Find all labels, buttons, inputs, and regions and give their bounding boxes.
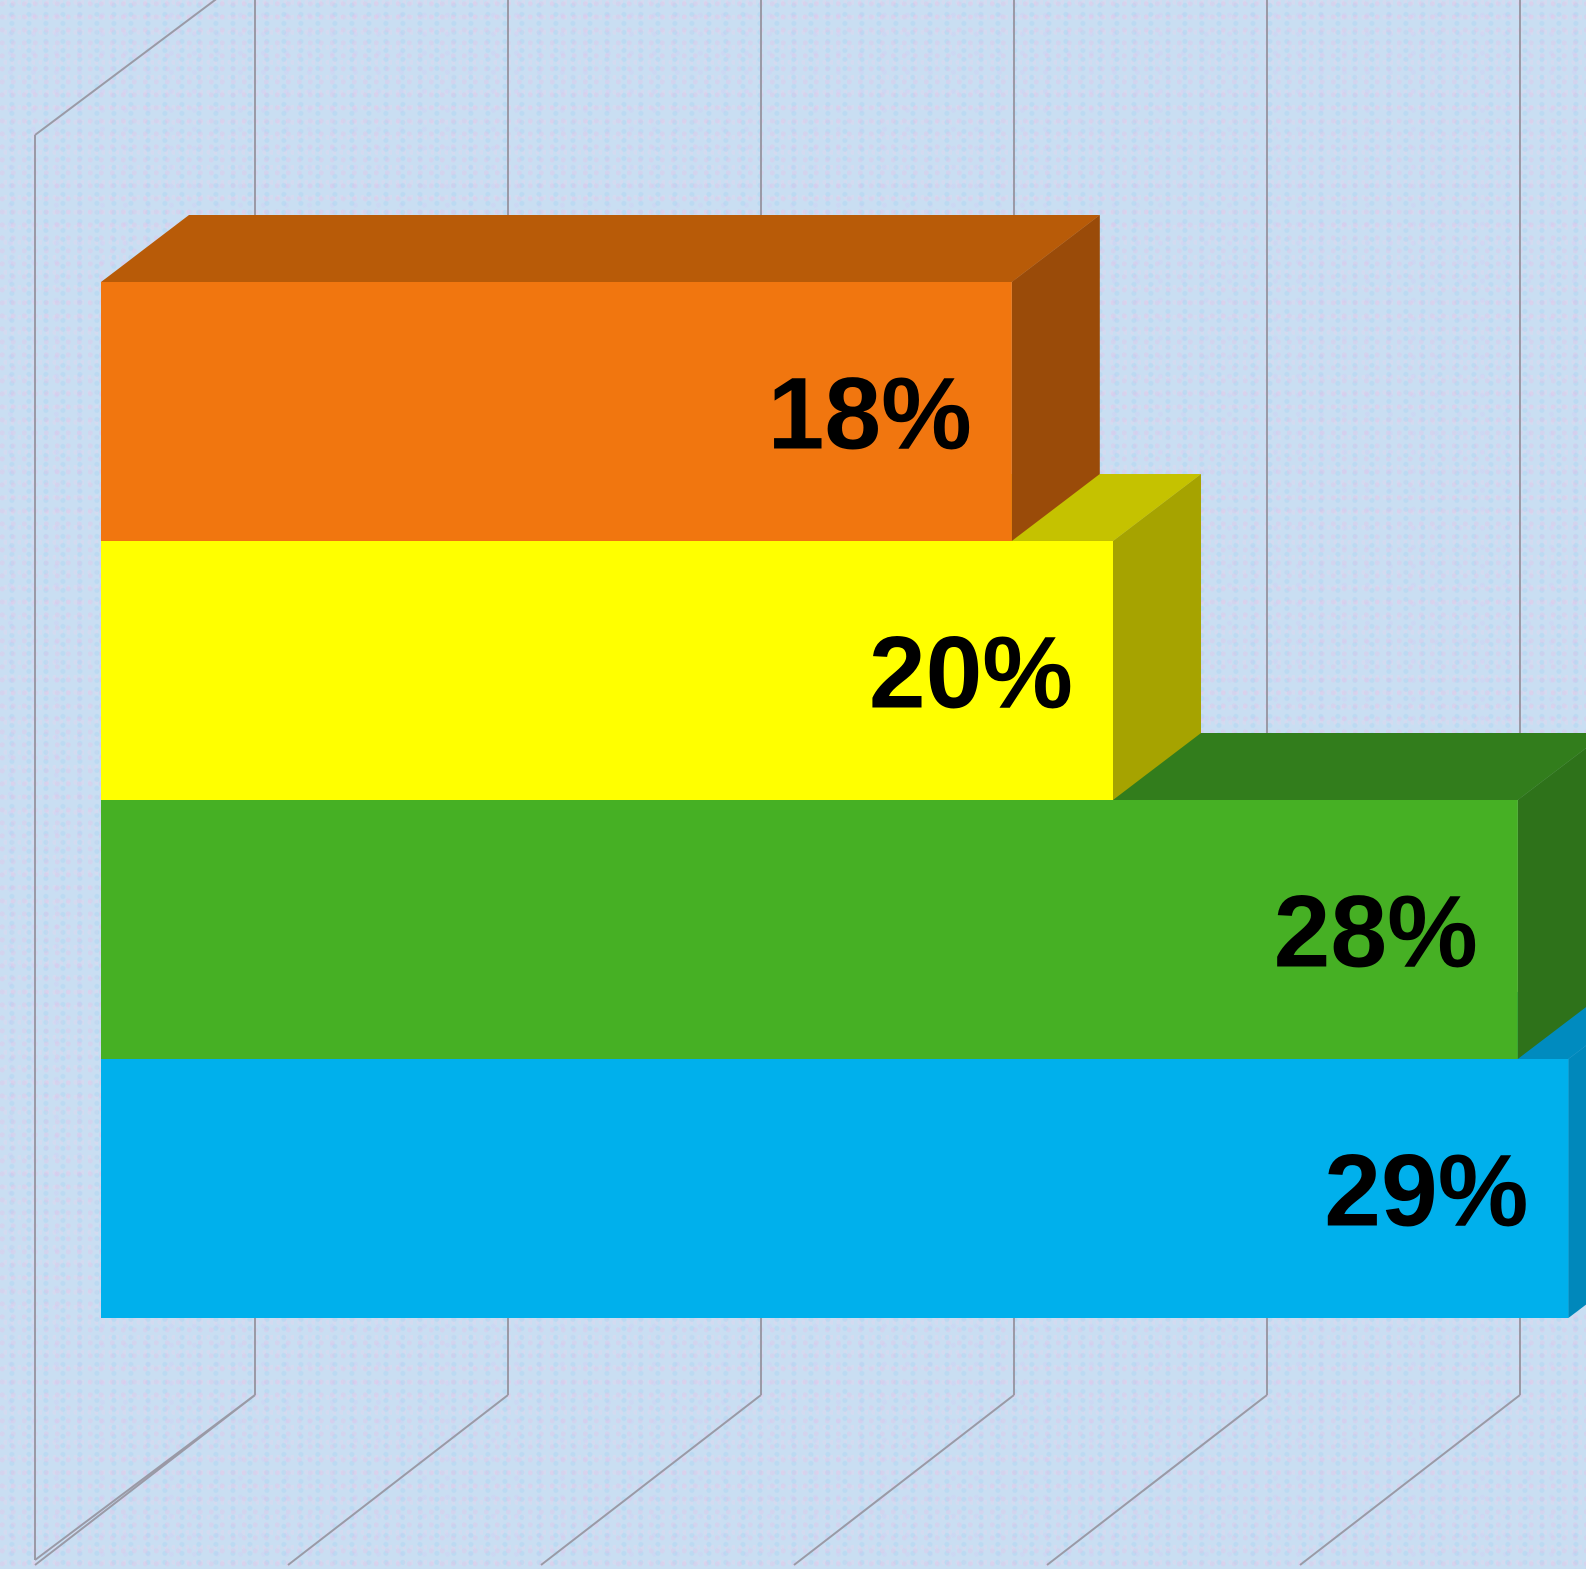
floor-edge — [34, 1394, 256, 1561]
bar-side-face — [1113, 474, 1201, 800]
wall-top-edge — [34, 0, 217, 136]
floor-gridline-15 — [540, 1394, 762, 1566]
data-label-2: 20% — [869, 616, 1073, 730]
chart-bars — [101, 215, 1586, 1318]
data-label-1: 18% — [768, 357, 972, 471]
data-label-4: 29% — [1324, 1134, 1528, 1248]
data-label-3: 28% — [1274, 875, 1478, 989]
bar-front-face — [101, 800, 1518, 1059]
bar-front-face — [101, 541, 1113, 800]
bar-front-face — [101, 282, 1012, 541]
bar-1 — [101, 215, 1100, 541]
bar-front-face — [101, 1059, 1569, 1318]
bar-side-face — [1568, 1045, 1586, 1318]
floor-gridline-25 — [1046, 1394, 1268, 1566]
floor-gridline-10 — [287, 1394, 509, 1566]
bar-top-face — [101, 215, 1100, 282]
floor-gridline-20 — [793, 1394, 1015, 1566]
floor-gridline-30 — [1299, 1394, 1521, 1566]
chart-data-labels: 18% 20% 28% 29% — [768, 357, 1529, 1248]
bar-side-face — [1011, 215, 1100, 541]
bar-side-face — [1517, 748, 1586, 1059]
